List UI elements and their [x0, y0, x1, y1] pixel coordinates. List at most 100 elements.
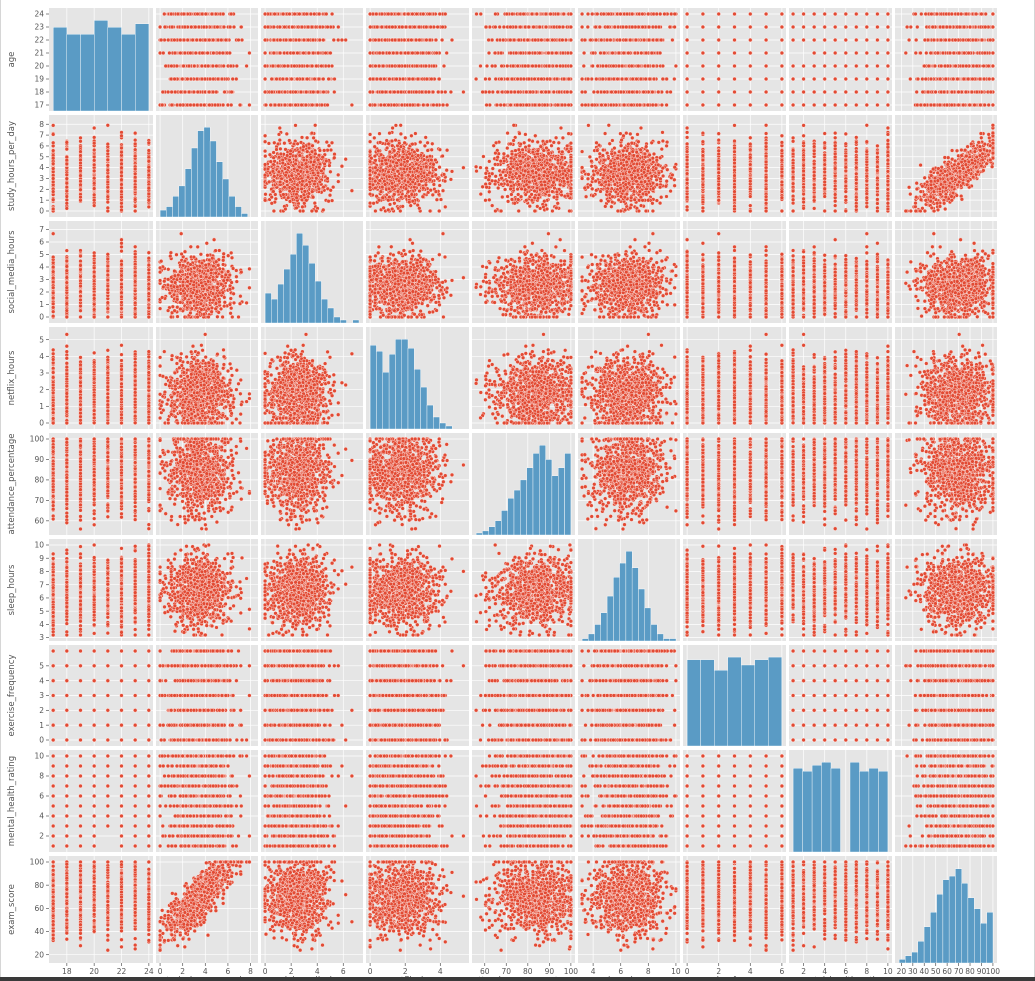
scatter-point: [231, 77, 235, 81]
scatter-point: [169, 12, 173, 16]
scatter-point: [183, 90, 187, 94]
scatter-point: [170, 90, 174, 94]
scatter-point: [201, 51, 205, 55]
scatter-point: [163, 25, 167, 29]
scatter-point: [229, 12, 233, 16]
scatter-point: [235, 64, 239, 68]
scatter-point: [215, 64, 219, 68]
scatter-point: [173, 90, 177, 94]
scatter-point: [186, 77, 190, 81]
histogram-bar: [108, 27, 122, 111]
scatter-point: [187, 64, 191, 68]
scatter-point: [216, 25, 220, 29]
scatter-point: [239, 25, 243, 29]
scatter-point: [230, 90, 234, 94]
scatter-point: [161, 51, 165, 55]
scatter-point: [194, 51, 198, 55]
scatter-point: [164, 64, 168, 68]
scatter-point: [219, 38, 223, 42]
scatter-point: [175, 64, 179, 68]
scatter-point: [240, 38, 244, 42]
scatter-point: [206, 51, 210, 55]
scatter-point: [222, 64, 226, 68]
scatter-point: [178, 103, 182, 107]
scatter-point: [229, 64, 233, 68]
scatter-point: [160, 103, 164, 107]
scatter-point: [332, 90, 336, 94]
scatter-point: [332, 38, 336, 42]
scatter-point: [344, 38, 348, 42]
scatter-point: [211, 90, 215, 94]
scatter-point: [162, 12, 166, 16]
scatter-point: [213, 103, 217, 107]
scatter-point: [238, 103, 242, 107]
scatter-point: [173, 51, 177, 55]
scatter-point: [211, 64, 215, 68]
scatter-point: [186, 38, 190, 42]
scatter-point: [192, 64, 196, 68]
scatter-point: [204, 12, 208, 16]
scatter-point: [173, 38, 177, 42]
panel-background: [156, 8, 258, 111]
scatter-point: [220, 77, 224, 81]
scatter-point: [222, 25, 226, 29]
scatter-point: [195, 38, 199, 42]
scatter-point: [221, 51, 225, 55]
scatter-point: [196, 90, 200, 94]
scatter-point: [192, 103, 196, 107]
scatter-point: [191, 38, 195, 42]
scatter-point: [195, 77, 199, 81]
histogram-bar: [94, 20, 108, 111]
scatter-point: [173, 77, 177, 81]
panel-age-vs-age: [49, 8, 153, 111]
scatter-point: [170, 103, 174, 107]
scatter-point: [170, 64, 174, 68]
scatter-point: [229, 103, 233, 107]
histogram-bar: [81, 34, 95, 111]
scatter-point: [333, 77, 337, 81]
scatter-point: [208, 77, 212, 81]
scatter-point: [200, 12, 204, 16]
scatter-point: [180, 77, 184, 81]
scatter-point: [202, 25, 206, 29]
scatter-point: [207, 38, 211, 42]
scatter-point: [187, 90, 191, 94]
scatter-point: [166, 90, 170, 94]
scatter-point: [161, 90, 165, 94]
scatter-point: [166, 38, 170, 42]
scatter-point: [192, 90, 196, 94]
scatter-point: [264, 103, 268, 107]
scatter-point: [196, 12, 200, 16]
scatter-point: [330, 12, 334, 16]
scatter-point: [237, 38, 241, 42]
scatter-point: [179, 51, 183, 55]
scatter-point: [189, 77, 193, 81]
scatter-point: [248, 51, 252, 55]
scatter-point: [228, 51, 232, 55]
scatter-point: [203, 38, 207, 42]
scatter-point: [193, 25, 197, 29]
scatter-point: [178, 38, 182, 42]
histogram-bar: [67, 34, 81, 111]
scatter-point: [198, 38, 202, 42]
scatter-point: [197, 25, 201, 29]
scatter-point: [182, 64, 186, 68]
scatter-point: [212, 51, 216, 55]
scatter-point: [189, 51, 193, 55]
scatter-point: [211, 38, 215, 42]
scatter-point: [168, 51, 172, 55]
scatter-point: [183, 25, 187, 29]
scatter-point: [208, 103, 212, 107]
scatter-point: [232, 25, 236, 29]
scatter-point: [223, 90, 227, 94]
scatter-point: [245, 64, 249, 68]
scatter-point: [210, 12, 214, 16]
scatter-point: [248, 103, 252, 107]
scatter-point: [202, 103, 206, 107]
scatter-point: [182, 12, 186, 16]
scatter-point: [176, 12, 180, 16]
scatter-point: [200, 64, 204, 68]
scatter-point: [200, 77, 204, 81]
scatter-point: [158, 25, 162, 29]
scatter-point: [179, 90, 183, 94]
